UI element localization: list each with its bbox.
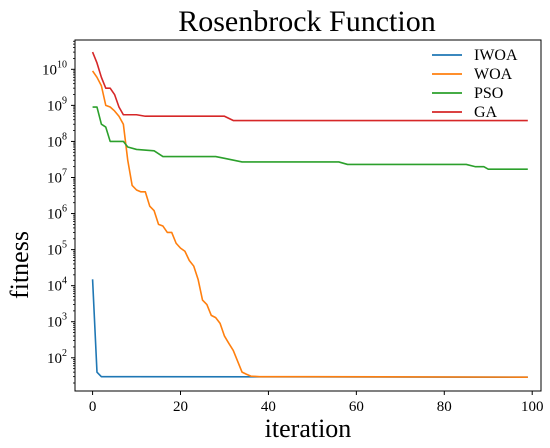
- legend-label-pso: PSO: [474, 85, 503, 102]
- chart-title: Rosenbrock Function: [178, 5, 435, 38]
- x-tick-label: 80: [437, 399, 452, 415]
- x-axis-label: iteration: [265, 414, 352, 443]
- y-tick-label: 104: [47, 276, 67, 295]
- series-line-woa: [91, 70, 528, 378]
- y-tick-label: 105: [47, 240, 67, 259]
- y-tick-label: 103: [47, 312, 67, 331]
- y-tick-label: 1010: [42, 59, 67, 78]
- series-line-ga: [91, 51, 528, 122]
- y-tick-label: 109: [47, 95, 67, 114]
- y-tick-label: 106: [47, 204, 67, 223]
- y-tick-label: 102: [47, 348, 67, 367]
- x-tick-label: 20: [173, 399, 188, 415]
- x-tick-label: 40: [261, 399, 276, 415]
- x-tick-label: 100: [521, 399, 544, 415]
- y-axis: 102 103 104 105 106 107 108 109 1010: [42, 40, 75, 384]
- legend-label-iwoa: IWOA: [474, 47, 518, 64]
- series-lines: [91, 51, 528, 378]
- x-tick-label: 0: [89, 399, 97, 415]
- plot-frame: [74, 39, 542, 392]
- y-tick-label: 107: [47, 167, 67, 186]
- legend-label-woa: WOA: [474, 66, 513, 83]
- x-axis: 0 20 40 60 80 100: [89, 391, 544, 415]
- series-line-iwoa: [91, 279, 528, 378]
- series-line-pso: [92, 106, 528, 170]
- legend: IWOA WOA PSO GA: [432, 47, 518, 121]
- y-axis-label: fitness: [5, 231, 34, 299]
- x-tick-label: 60: [349, 399, 364, 415]
- y-tick-label: 108: [47, 131, 67, 150]
- legend-label-ga: GA: [474, 104, 498, 121]
